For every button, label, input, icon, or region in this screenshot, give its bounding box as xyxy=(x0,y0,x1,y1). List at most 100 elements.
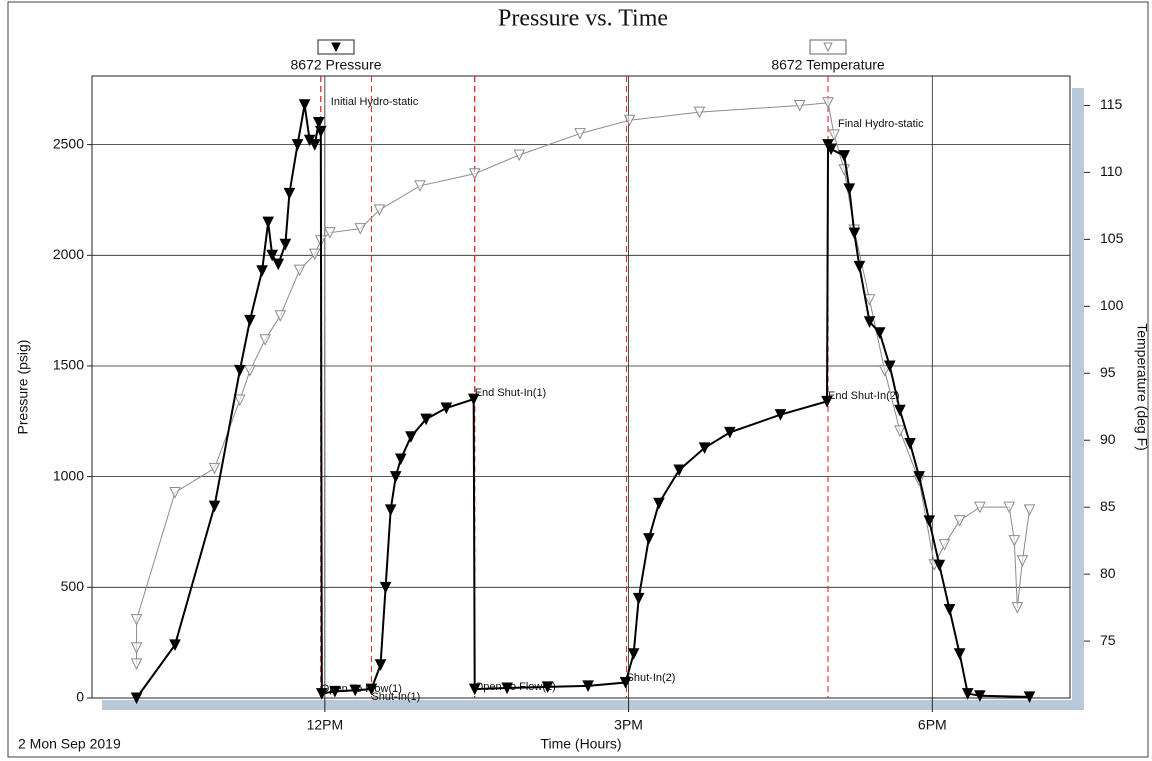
date-label: 2 Mon Sep 2019 xyxy=(18,736,121,752)
marker xyxy=(279,238,292,251)
legend-label: 8672 Temperature xyxy=(771,57,885,73)
marker xyxy=(863,316,876,328)
marker xyxy=(414,180,426,192)
y2-axis-label: Temperature (deg F) xyxy=(1134,323,1150,451)
event-label: Final Hydro-static xyxy=(838,118,924,130)
marker xyxy=(234,394,246,407)
marker xyxy=(848,227,861,240)
marker xyxy=(316,688,328,700)
marker xyxy=(693,106,706,119)
legend-label: 8672 Pressure xyxy=(290,57,381,73)
marker xyxy=(420,413,432,426)
y2-tick-label: 75 xyxy=(1100,632,1116,648)
marker xyxy=(373,204,386,217)
y2-tick-label: 100 xyxy=(1100,297,1124,313)
marker xyxy=(541,681,554,694)
marker xyxy=(234,364,246,377)
marker xyxy=(467,393,480,406)
marker xyxy=(1016,555,1029,567)
marker xyxy=(244,365,256,377)
marker xyxy=(291,139,304,151)
marker xyxy=(1011,602,1024,614)
marker xyxy=(938,539,951,551)
event-label: End Shut-In(2) xyxy=(828,390,900,402)
marker xyxy=(259,334,271,346)
marker xyxy=(793,99,806,112)
marker xyxy=(365,683,378,696)
x-tick-label: 12PM xyxy=(307,717,344,733)
marker xyxy=(821,395,833,408)
marker xyxy=(894,404,906,417)
marker xyxy=(468,683,481,696)
marker xyxy=(349,684,362,697)
marker xyxy=(953,648,966,660)
marker xyxy=(130,614,143,626)
marker xyxy=(698,442,711,454)
marker xyxy=(933,559,946,572)
marker xyxy=(1003,501,1016,514)
event-label: Initial Hydro-static xyxy=(331,96,419,108)
marker xyxy=(673,464,686,477)
y-tick-label: 1000 xyxy=(53,467,84,483)
marker xyxy=(853,260,866,273)
marker xyxy=(878,365,891,377)
marker xyxy=(440,402,453,415)
marker xyxy=(904,437,916,450)
marker xyxy=(1023,691,1036,704)
y-tick-label: 500 xyxy=(61,578,85,594)
marker xyxy=(314,125,327,138)
marker xyxy=(312,116,325,129)
event-label: End Shut-In(1) xyxy=(475,387,547,399)
y-tick-label: 1500 xyxy=(53,357,84,373)
marker xyxy=(256,265,268,277)
marker xyxy=(405,431,417,443)
event-label: Shut-In(1) xyxy=(371,691,420,703)
marker xyxy=(627,648,640,660)
marker xyxy=(873,327,886,339)
marker xyxy=(169,486,181,499)
y2-tick-label: 90 xyxy=(1100,431,1116,447)
marker xyxy=(643,533,655,545)
y2-tick-label: 110 xyxy=(1100,163,1123,179)
y-tick-label: 0 xyxy=(76,689,84,705)
marker xyxy=(468,168,481,180)
marker xyxy=(130,642,143,654)
marker xyxy=(883,360,896,373)
event-label: Shut-In(2) xyxy=(627,672,676,684)
legend-symbol xyxy=(823,42,833,53)
plot-area xyxy=(91,75,1071,699)
marker xyxy=(943,603,956,616)
marker xyxy=(582,680,594,692)
marker xyxy=(324,227,336,239)
marker xyxy=(513,149,526,162)
marker xyxy=(308,139,321,151)
marker xyxy=(953,515,966,527)
marker xyxy=(923,515,936,528)
marker xyxy=(974,690,986,702)
marker xyxy=(653,497,665,510)
marker xyxy=(501,682,513,695)
shadow xyxy=(1072,88,1084,710)
shadow xyxy=(102,700,1084,710)
marker xyxy=(293,264,306,277)
marker xyxy=(623,114,636,127)
marker xyxy=(894,425,906,437)
marker xyxy=(272,258,285,271)
y2-tick-label: 95 xyxy=(1100,364,1116,380)
marker xyxy=(274,310,287,322)
x-tick-label: 3PM xyxy=(614,717,643,733)
marker xyxy=(774,409,787,421)
marker xyxy=(308,248,321,261)
marker xyxy=(632,592,645,605)
marker xyxy=(574,128,586,140)
marker xyxy=(169,639,181,651)
y-axis-label: Pressure (psig) xyxy=(15,340,31,435)
marker xyxy=(130,692,143,705)
marker xyxy=(379,581,392,594)
y2-tick-label: 105 xyxy=(1100,230,1124,246)
marker xyxy=(1023,504,1036,516)
marker xyxy=(1008,535,1021,547)
chart-title: Pressure vs. Time xyxy=(498,6,668,32)
marker xyxy=(838,150,851,162)
